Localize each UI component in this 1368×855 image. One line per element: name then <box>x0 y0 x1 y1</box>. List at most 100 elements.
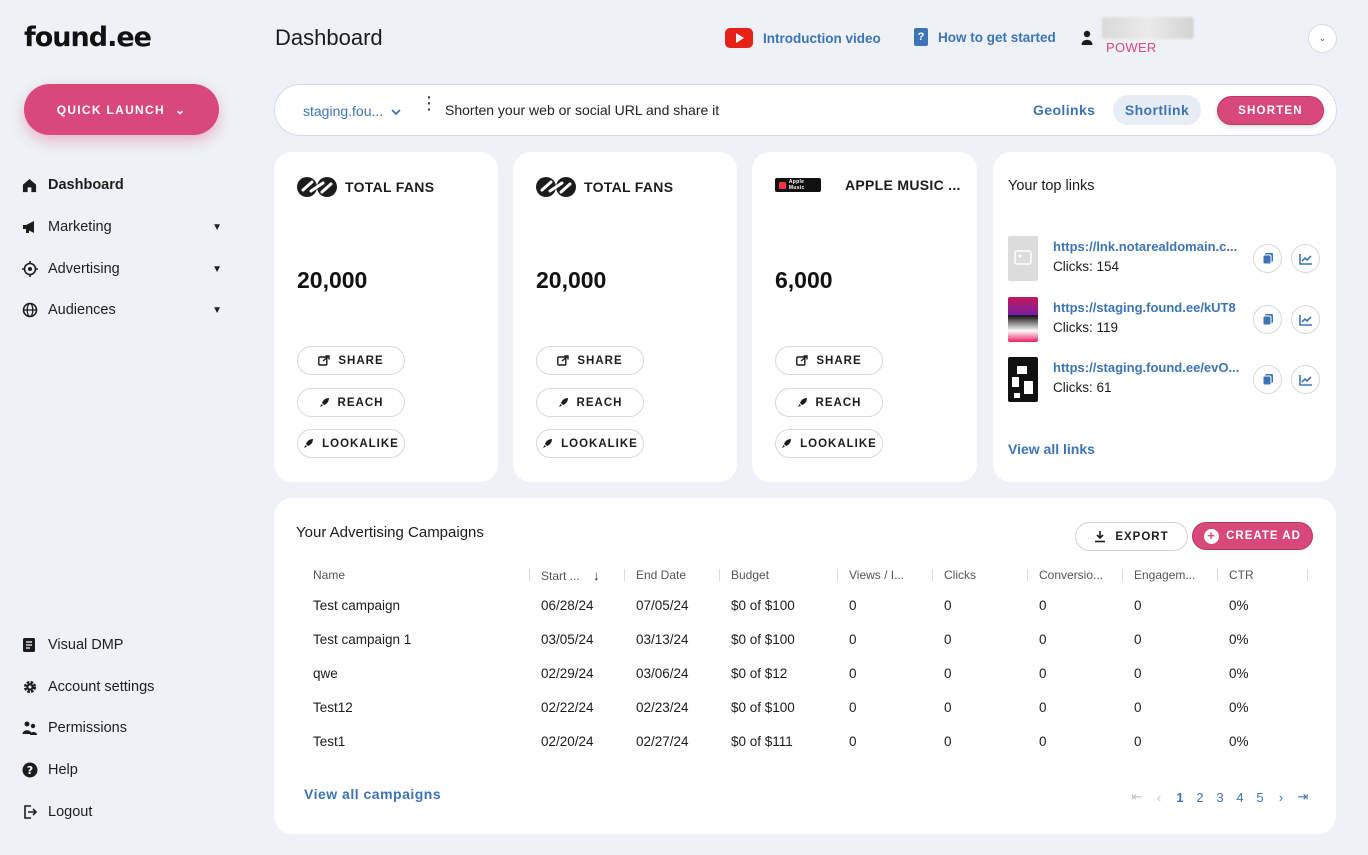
column-header[interactable]: Engagem... <box>1123 562 1218 588</box>
lookalike-button[interactable]: LOOKALIKE <box>297 429 405 458</box>
chevron-down-icon <box>391 103 401 119</box>
reach-button[interactable]: REACH <box>297 388 405 417</box>
megaphone-icon <box>22 220 48 234</box>
rocket-icon <box>319 398 329 407</box>
link-thumbnail <box>1008 297 1038 342</box>
copy-link-button[interactable] <box>1253 244 1282 273</box>
column-header[interactable]: Views / I... <box>838 562 933 588</box>
cell-budget: $0 of $111 <box>731 733 793 749</box>
link-stats-button[interactable] <box>1291 244 1320 273</box>
shortlink-tab[interactable]: Shortlink <box>1113 95 1201 125</box>
lookalike-label: LOOKALIKE <box>322 437 399 450</box>
sidebar-item-logout[interactable]: Logout <box>22 797 222 827</box>
export-button[interactable]: EXPORT <box>1075 522 1188 551</box>
share-label: SHARE <box>816 354 862 367</box>
cell-name: Test12 <box>313 699 353 715</box>
card-title: TOTAL FANS <box>536 177 673 197</box>
card-metric-value: 20,000 <box>297 267 368 293</box>
share-button[interactable]: SHARE <box>775 346 883 375</box>
sidebar-item-label: Help <box>48 762 78 778</box>
cell-conversions: 0 <box>1039 631 1047 647</box>
link-stats-button[interactable] <box>1291 305 1320 334</box>
cell-name: Test campaign 1 <box>313 631 412 647</box>
column-header[interactable]: CTR <box>1218 562 1308 588</box>
page-number[interactable]: 2 <box>1196 789 1204 805</box>
share-button[interactable]: SHARE <box>536 346 644 375</box>
copy-link-button[interactable] <box>1253 365 1282 394</box>
reach-button[interactable]: REACH <box>536 388 644 417</box>
reach-label: REACH <box>337 396 384 409</box>
column-header[interactable]: Clicks <box>933 562 1028 588</box>
column-header[interactable]: Budget <box>720 562 838 588</box>
sidebar-item-help[interactable]: ? Help <box>22 755 222 785</box>
table-row[interactable]: Test campaign 1 03/05/24 03/13/24 $0 of … <box>302 622 1308 656</box>
table-row[interactable]: qwe 02/29/24 03/06/24 $0 of $12 0 0 0 0 … <box>302 656 1308 690</box>
column-header[interactable]: End Date <box>625 562 720 588</box>
sidebar-item-marketing[interactable]: Marketing ▼ <box>22 212 222 242</box>
sidebar-item-label: Account settings <box>48 679 155 695</box>
page-number[interactable]: 3 <box>1216 789 1224 805</box>
lookalike-button[interactable]: LOOKALIKE <box>536 429 644 458</box>
table-row[interactable]: Test campaign 06/28/24 07/05/24 $0 of $1… <box>302 588 1308 622</box>
page-number[interactable]: 4 <box>1236 789 1244 805</box>
top-link-url[interactable]: https://staging.found.ee/kUT8 <box>1053 300 1236 315</box>
column-header[interactable]: Name <box>302 562 530 588</box>
view-all-links-link[interactable]: View all links <box>1008 441 1095 457</box>
card-title-label: TOTAL FANS <box>345 179 435 195</box>
sidebar-item-label: Dashboard <box>48 177 124 193</box>
cell-name: Test1 <box>313 733 346 749</box>
app-logo[interactable]: found.ee <box>24 22 152 53</box>
share-button[interactable]: SHARE <box>297 346 405 375</box>
sidebar-item-advertising[interactable]: Advertising ▼ <box>22 254 222 284</box>
reach-button[interactable]: REACH <box>775 388 883 417</box>
intro-video-label: Introduction video <box>763 30 881 46</box>
intro-video-link[interactable]: Introduction video <box>725 28 881 48</box>
last-page-icon[interactable]: ⇥ <box>1297 789 1309 804</box>
lookalike-button[interactable]: LOOKALIKE <box>775 429 883 458</box>
first-page-icon[interactable]: ⇤ <box>1131 789 1143 804</box>
column-header-sorted[interactable]: Start ... ↓ <box>530 562 625 588</box>
link-stats-button[interactable] <box>1291 365 1320 394</box>
get-started-link[interactable]: ? How to get started <box>914 28 1056 46</box>
top-link-url[interactable]: https://lnk.notarealdomain.c... <box>1053 239 1238 254</box>
page-number-current[interactable]: 1 <box>1176 789 1184 805</box>
cell-clicks: 0 <box>944 597 952 613</box>
chart-line-icon <box>1298 253 1312 265</box>
cell-start: 02/22/24 <box>541 699 594 715</box>
metric-card-apple-music: Apple Music APPLE MUSIC ... 6,000 SHARE … <box>752 152 977 482</box>
previous-page-icon[interactable]: ‹ <box>1156 789 1162 805</box>
cell-clicks: 0 <box>944 665 952 681</box>
view-all-campaigns-link[interactable]: View all campaigns <box>304 786 442 802</box>
cell-clicks: 0 <box>944 733 952 749</box>
column-header[interactable]: Conversio... <box>1028 562 1123 588</box>
campaigns-card: Your Advertising Campaigns EXPORT + CREA… <box>274 498 1336 834</box>
sidebar-item-audiences[interactable]: Audiences ▼ <box>22 295 222 325</box>
sidebar-item-permissions[interactable]: Permissions <box>22 713 222 743</box>
page-number[interactable]: 5 <box>1256 789 1264 805</box>
quick-launch-label: QUICK LAUNCH <box>56 102 165 117</box>
top-link-url[interactable]: https://staging.found.ee/evO... <box>1053 360 1240 375</box>
rocket-icon <box>797 398 807 407</box>
copy-link-button[interactable] <box>1253 305 1282 334</box>
quick-launch-button[interactable]: QUICK LAUNCH ⌄ <box>24 84 219 135</box>
geolinks-tab[interactable]: Geolinks <box>1033 102 1096 118</box>
url-input[interactable] <box>445 97 1005 123</box>
cell-ctr: 0% <box>1229 665 1249 681</box>
user-menu-button[interactable]: ⌄ <box>1308 24 1337 53</box>
sidebar-item-account-settings[interactable]: Account settings <box>22 672 222 702</box>
rocket-icon <box>558 398 568 407</box>
cell-start: 03/05/24 <box>541 631 594 647</box>
domain-select[interactable]: staging.fou... <box>303 103 401 119</box>
sidebar-item-label: Permissions <box>48 720 127 736</box>
next-page-icon[interactable]: › <box>1278 789 1284 805</box>
more-options-icon[interactable]: ⋮ <box>420 93 438 113</box>
sidebar-item-visual-dmp[interactable]: Visual DMP <box>22 630 222 660</box>
shorten-button[interactable]: SHORTEN <box>1217 96 1324 125</box>
chevron-down-icon: ▼ <box>212 263 222 275</box>
sidebar-item-label: Visual DMP <box>48 637 124 653</box>
card-title-label: APPLE MUSIC ... <box>845 177 961 193</box>
create-ad-button[interactable]: + CREATE AD <box>1192 522 1313 550</box>
table-row[interactable]: Test1 02/20/24 02/27/24 $0 of $111 0 0 0… <box>302 724 1308 758</box>
table-row[interactable]: Test12 02/22/24 02/23/24 $0 of $100 0 0 … <box>302 690 1308 724</box>
sidebar-item-dashboard[interactable]: Dashboard <box>22 170 222 200</box>
